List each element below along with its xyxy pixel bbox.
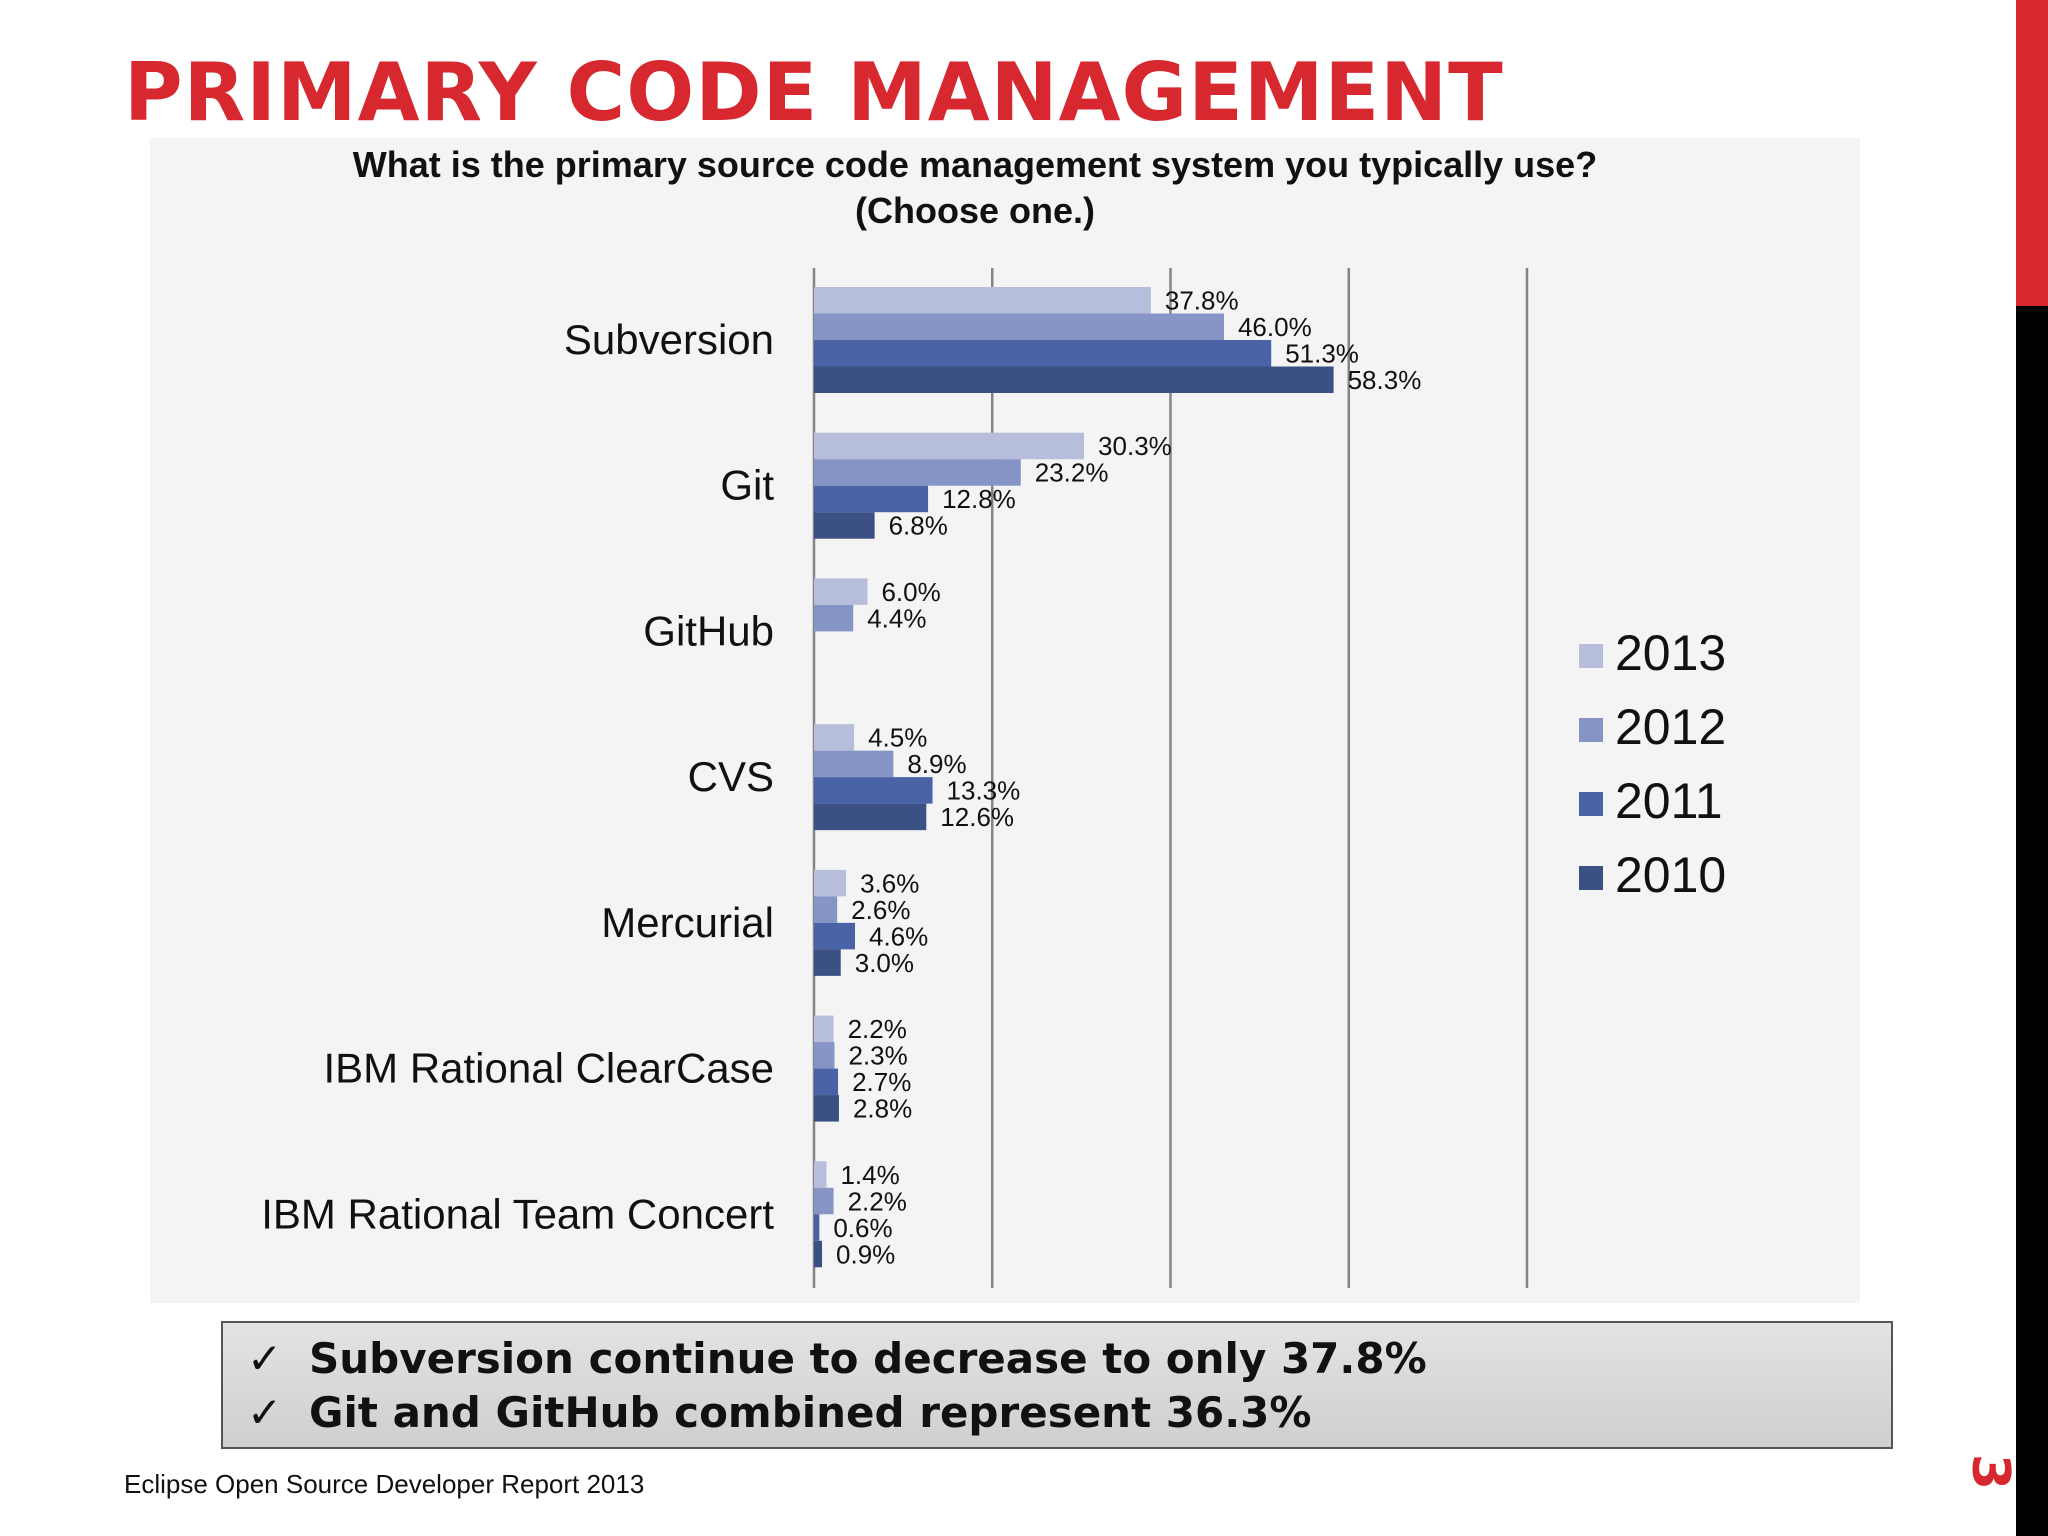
bar [814,1187,834,1215]
callout-text: Subversion continue to decrease to only … [309,1334,1427,1383]
data-label: 4.6% [869,921,928,951]
bar [814,313,1224,340]
legend-label: 2011 [1615,773,1723,829]
bar [814,750,894,778]
data-label: 2.3% [848,1041,907,1071]
bar [814,432,1085,460]
data-label: 37.8% [1165,286,1239,316]
bar [814,287,1151,314]
legend: 2013 2012 2011 2010 [1579,625,1726,903]
data-labels: 37.8%46.0%51.3%58.3% 30.3%23.2% 12.8%6.8% 6… [833,286,1421,1270]
bar [814,922,855,950]
data-label: 8.9% [907,749,966,779]
callout-line: ✓ Subversion continue to decrease to only… [247,1333,1427,1385]
legend-swatch [1579,866,1603,890]
bar [814,1240,823,1268]
bar [814,578,868,605]
footer-source: Eclipse Open Source Developer Report 201… [124,1469,645,1499]
category-label: GitHub [643,607,774,654]
check-icon: ✓ [247,1334,283,1383]
bar [814,949,841,976]
legend-label: 2010 [1615,847,1726,903]
bar [814,1161,827,1188]
legend-label: 2012 [1615,699,1726,755]
callout-box: ✓ Subversion continue to decrease to only… [221,1321,1893,1449]
data-label: 46.0% [1238,312,1312,342]
bar [814,1042,835,1069]
data-label: 0.9% [836,1239,895,1269]
legend-label: 2013 [1615,625,1726,681]
category-label: IBM Rational Team Concert [261,1190,774,1237]
data-label: 2.8% [853,1094,912,1124]
data-label: 2.2% [848,1014,907,1044]
category-label: Subversion [564,316,774,363]
data-label: 51.3% [1285,339,1359,369]
category-label: CVS [688,753,774,800]
bar [814,604,854,632]
category-label: Mercurial [601,899,774,946]
category-label: Git [720,462,774,509]
category-labels: Subversion Git GitHub CVS Mercurial IBM Ratio… [261,316,774,1237]
legend-swatch [1579,718,1603,742]
data-label: 1.4% [840,1160,899,1190]
bar [814,340,1272,367]
data-label: 6.0% [881,577,940,607]
data-label: 2.7% [852,1067,911,1097]
callout-text: Git and GitHub combined represent 36.3% [309,1388,1312,1437]
data-label: 23.2% [1035,458,1109,488]
callout-line: ✓ Git and GitHub combined represent 36.3% [247,1387,1311,1439]
data-label: 12.6% [940,802,1014,832]
bar [814,366,1334,393]
bar [814,724,855,751]
data-label: 6.8% [889,511,948,541]
side-accent-black [2016,306,2048,1536]
bar [814,459,1021,486]
data-label: 2.2% [848,1186,907,1216]
data-label: 3.6% [860,868,919,898]
data-label: 30.3% [1098,431,1172,461]
bar [814,869,847,897]
chart-title: What is the primary source code manageme… [352,144,1598,231]
data-label: 4.4% [867,603,926,633]
side-accent-red [2016,0,2048,306]
data-label: 3.0% [855,948,914,978]
check-icon: ✓ [247,1388,283,1437]
bar [814,777,933,804]
data-label: 58.3% [1348,365,1422,395]
bars [814,287,1334,1268]
bar [814,803,927,831]
bar [814,512,875,539]
bar [814,485,929,513]
bar [814,896,838,923]
data-label: 13.3% [947,776,1021,806]
data-label: 0.6% [833,1213,892,1243]
data-label: 4.5% [868,723,927,753]
bar [814,1214,820,1241]
data-label: 2.6% [851,895,910,925]
legend-swatch [1579,644,1603,668]
category-label: IBM Rational ClearCase [323,1045,774,1092]
data-label: 12.8% [942,484,1016,514]
bar [814,1068,839,1096]
legend-swatch [1579,792,1603,816]
bar [814,1015,834,1043]
slide-title: PRIMARY CODE MANAGEMENT [124,46,1504,139]
page-number: 3 [1960,1453,2020,1491]
bar [814,1095,839,1122]
